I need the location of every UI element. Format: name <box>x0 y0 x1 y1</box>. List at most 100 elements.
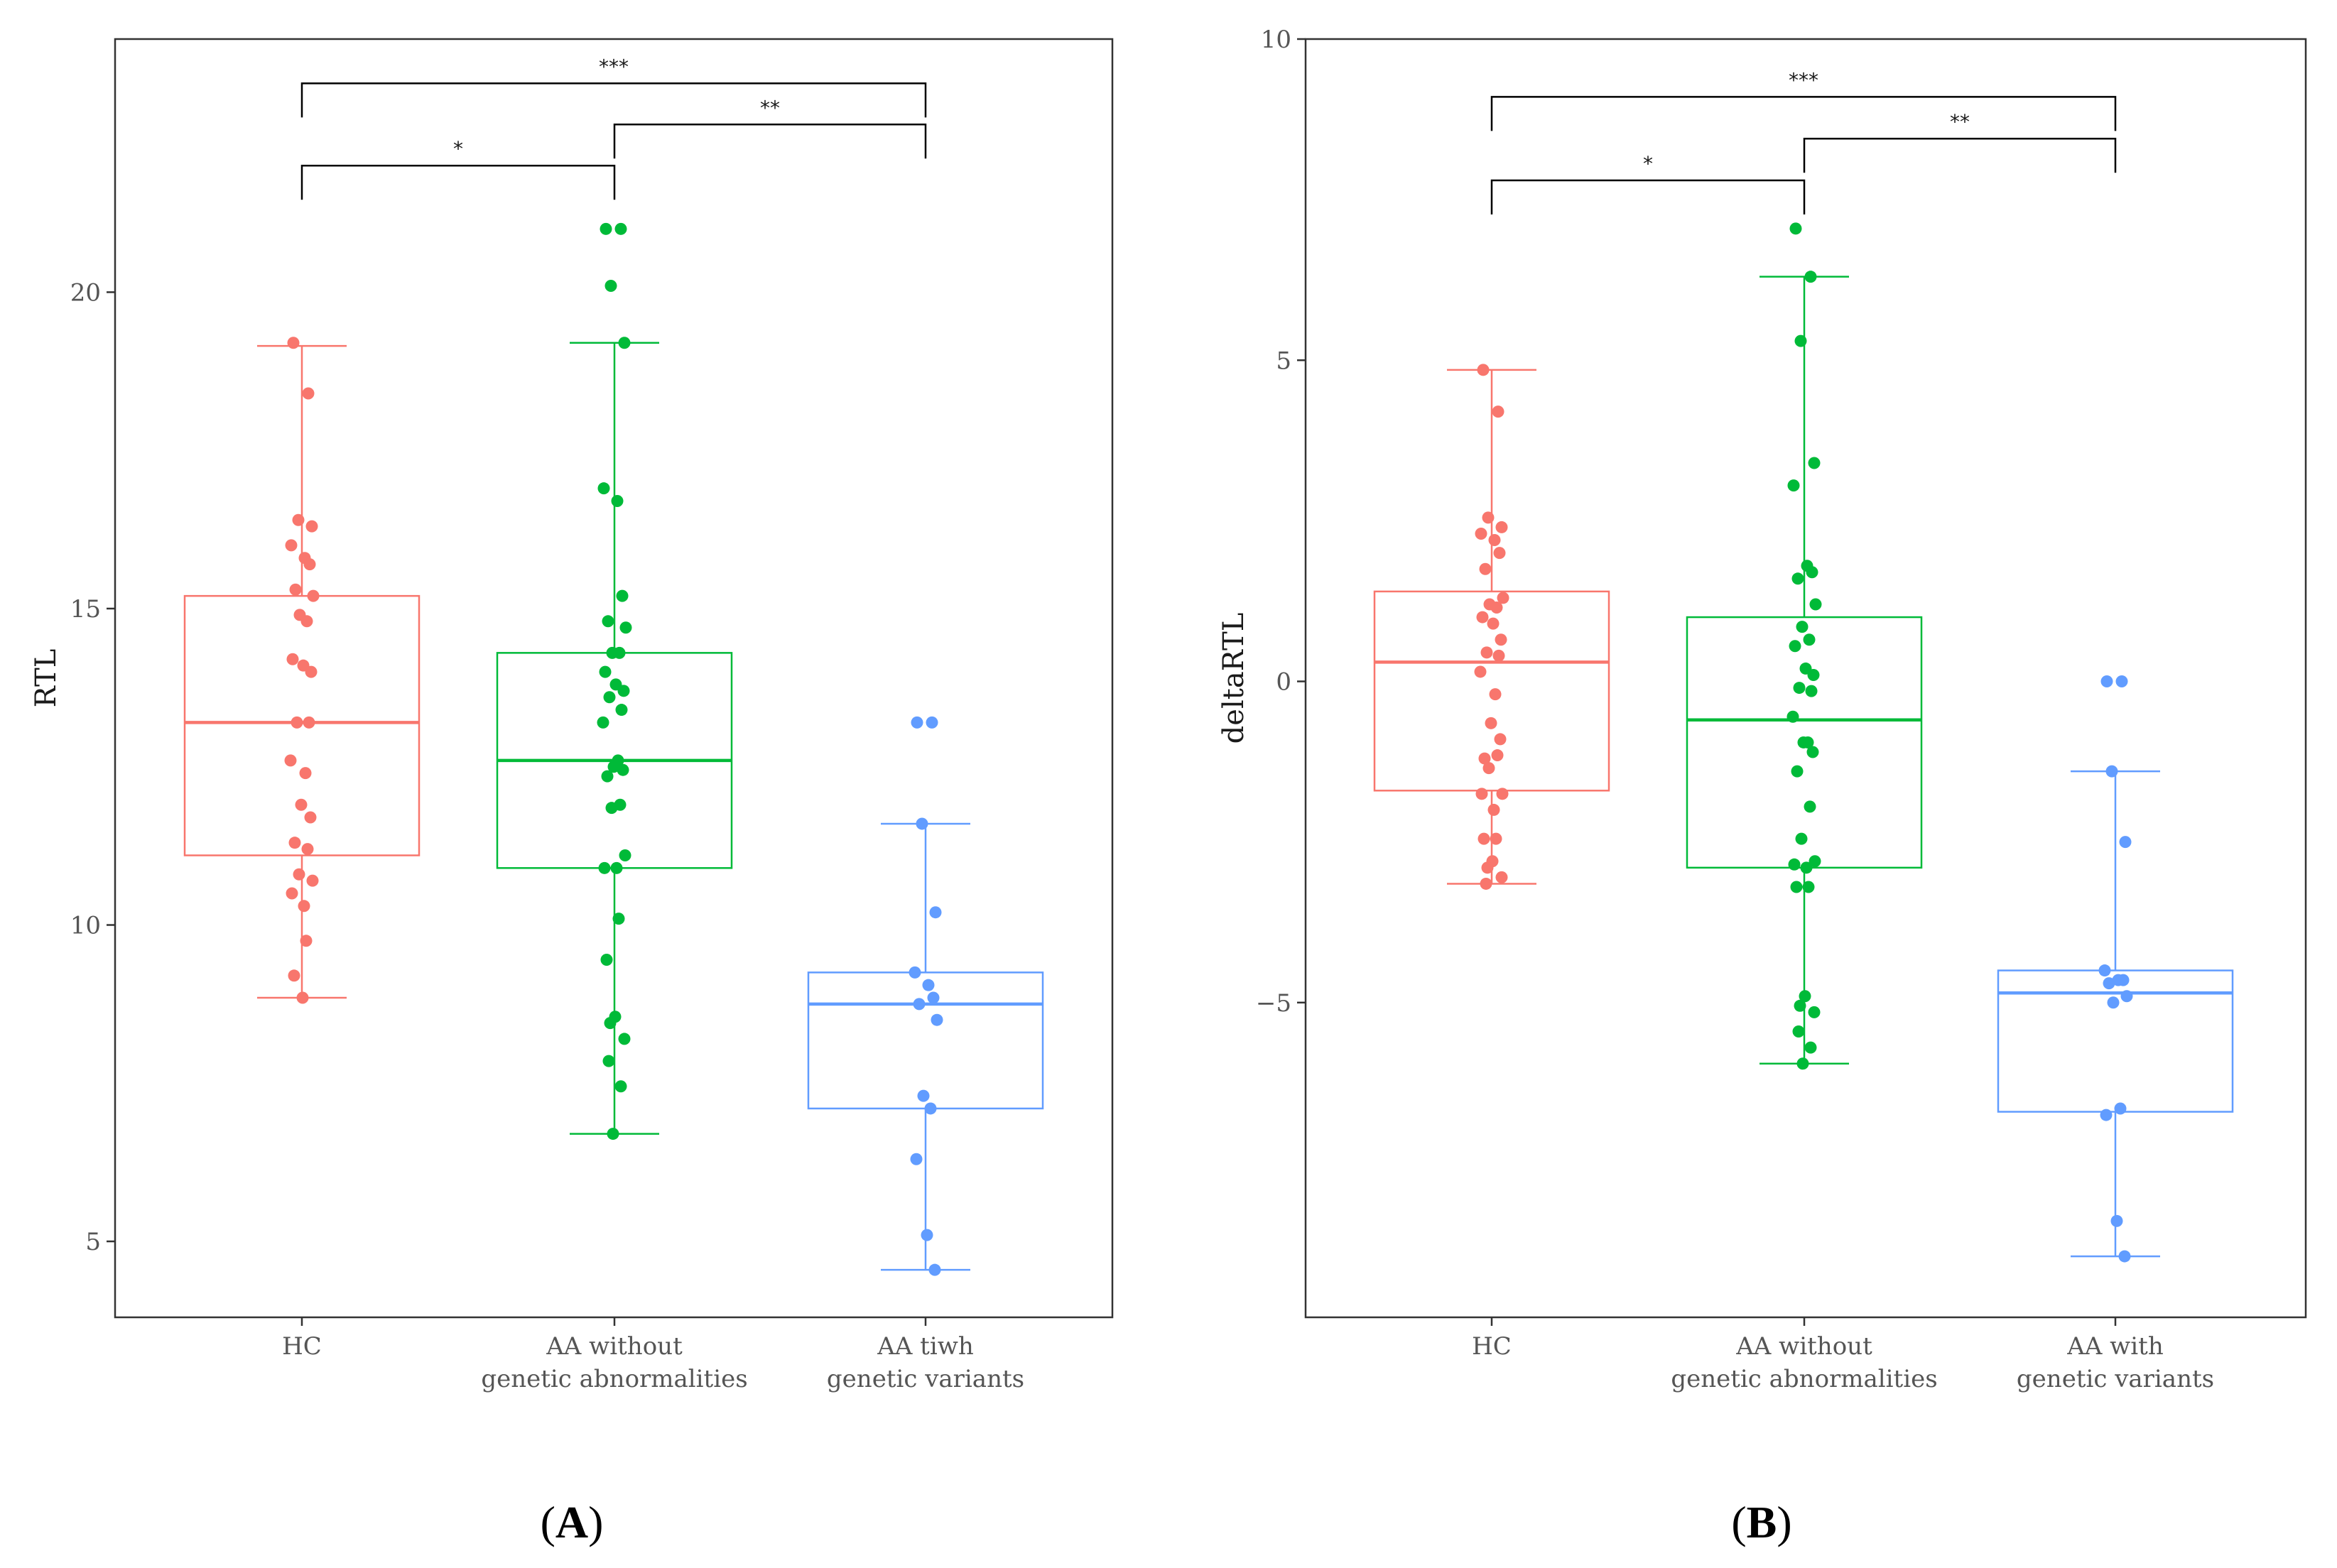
data-point <box>286 887 298 900</box>
panel-a-y-tick-label: 5 <box>85 1228 101 1256</box>
data-point <box>1808 457 1821 469</box>
data-point <box>1799 990 1811 1003</box>
data-point <box>302 387 315 400</box>
data-point <box>927 991 940 1004</box>
data-point <box>1793 682 1806 695</box>
data-point <box>1475 527 1487 540</box>
data-point <box>1809 855 1821 868</box>
panel-a-x-label-line2: genetic variants <box>827 1365 1024 1393</box>
panel-a-y-tick-label: 15 <box>70 595 101 624</box>
data-point <box>600 954 613 967</box>
data-point <box>287 337 300 349</box>
data-point <box>1808 1006 1821 1018</box>
panel-a-series-aa_without <box>496 222 733 1140</box>
data-point <box>2110 1214 2123 1227</box>
data-point <box>1807 668 1820 681</box>
data-point <box>603 691 616 704</box>
data-point <box>1789 222 1802 235</box>
data-point <box>601 770 614 783</box>
data-point <box>1489 688 1502 701</box>
data-point <box>617 763 629 776</box>
data-point <box>917 1089 930 1102</box>
data-point <box>1488 534 1501 547</box>
data-point <box>1492 405 1504 418</box>
panel-a-label: (A) <box>541 1497 604 1547</box>
data-point <box>1788 858 1801 871</box>
data-point <box>616 589 629 602</box>
panel-b-series-hc <box>1373 364 1610 890</box>
data-point <box>284 754 297 767</box>
data-point <box>618 337 631 349</box>
data-point <box>604 1017 617 1030</box>
data-point <box>1477 832 1490 845</box>
panel-a-y-tick-label: 20 <box>70 278 101 307</box>
data-point <box>2120 990 2133 1003</box>
panel-a-x-label-line1: HC <box>282 1332 322 1361</box>
panel-a-plot-frame <box>114 38 1114 1319</box>
data-point <box>1790 881 1803 893</box>
data-point <box>600 222 612 235</box>
box <box>1373 590 1610 792</box>
bracket-line <box>1490 179 1806 214</box>
data-point <box>1482 511 1495 524</box>
data-point <box>2105 765 2118 778</box>
significance-label: *** <box>1789 68 1818 92</box>
data-point <box>598 861 611 874</box>
data-point <box>300 615 313 628</box>
panel-a-significance-bracket: * <box>300 137 616 200</box>
data-point <box>1476 611 1489 624</box>
panel-a-significance-bracket: *** <box>300 55 927 118</box>
data-point <box>2119 836 2132 849</box>
panel-b-x-label-line1: AA with <box>2066 1332 2163 1361</box>
data-point <box>286 653 299 665</box>
data-point <box>1797 736 1810 748</box>
data-point <box>303 716 315 729</box>
data-point <box>607 1128 619 1140</box>
data-point <box>1803 633 1816 646</box>
data-point <box>1786 710 1799 723</box>
panel-b-significance-bracket: *** <box>1490 68 2117 131</box>
data-point <box>1491 749 1504 762</box>
panel-b-y-tick-label: −5 <box>1256 989 1291 1018</box>
data-point <box>1804 271 1817 283</box>
data-point <box>1477 364 1490 376</box>
data-point <box>306 874 319 887</box>
panel-a-x-label-line1: AA without <box>546 1332 683 1361</box>
panel-b-x-label-line1: AA without <box>1735 1332 1872 1361</box>
data-point <box>1800 861 1813 874</box>
data-point <box>1485 717 1497 729</box>
panel-b-significance-bracket: ** <box>1803 110 2117 173</box>
data-point <box>602 615 614 628</box>
data-point <box>2103 977 2115 990</box>
data-point <box>292 513 305 526</box>
panel-a-marks: 5 10 15 20 HC AA without genetic abnormalities… <box>70 55 1044 1393</box>
data-point <box>614 1080 627 1093</box>
data-point <box>2100 1109 2113 1121</box>
panel-b-y-tick-label: 10 <box>1261 26 1291 54</box>
data-point <box>1796 1057 1809 1070</box>
significance-label: * <box>453 137 463 160</box>
panel-b-marks: −5 0 5 10 HC AA without genetic abnormalities A… <box>1256 26 2234 1393</box>
data-point <box>928 1263 941 1276</box>
data-point <box>615 704 628 717</box>
data-point <box>1478 752 1491 765</box>
bracket-line <box>300 82 927 118</box>
data-point <box>910 1153 923 1165</box>
data-point <box>612 913 625 925</box>
panel-b-y-tick-label: 5 <box>1276 347 1291 375</box>
data-point <box>295 798 308 811</box>
data-point <box>305 665 318 678</box>
data-point <box>1481 861 1494 874</box>
panel-b-plot-frame <box>1304 38 2307 1319</box>
data-point <box>2118 1250 2131 1263</box>
data-point <box>288 969 300 982</box>
data-point <box>1804 800 1816 813</box>
data-point <box>1490 601 1503 614</box>
panel-b-series-aa_with <box>1997 675 2234 1263</box>
data-point <box>304 811 317 824</box>
data-point <box>618 1033 631 1045</box>
data-point <box>301 843 314 856</box>
data-point <box>604 280 617 293</box>
panel-b-x-label-line2: genetic abnormalities <box>1671 1365 1937 1393</box>
data-point <box>619 621 632 634</box>
